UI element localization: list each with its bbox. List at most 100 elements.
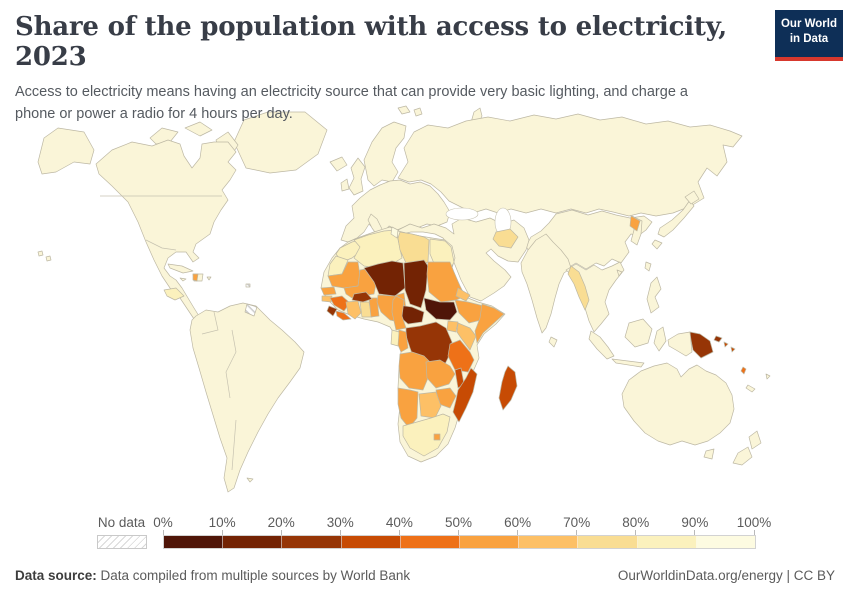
country-south-africa[interactable] <box>402 413 451 457</box>
island-svalbard[interactable] <box>397 105 411 115</box>
country-new-zealand-north[interactable] <box>748 430 762 450</box>
license-link[interactable]: OurWorldinData.org/energy | CC BY <box>617 568 835 583</box>
region-scandinavia[interactable] <box>363 121 407 187</box>
legend-bin-10[interactable] <box>696 536 756 548</box>
country-solomon-islands[interactable] <box>730 346 736 353</box>
landmass-south-america[interactable] <box>189 302 305 493</box>
country-tunisia[interactable] <box>390 226 399 239</box>
country-honduras[interactable] <box>163 287 185 301</box>
chart-footer: Data source: Data compiled from multiple… <box>15 568 835 583</box>
border-sa-3 <box>231 419 237 471</box>
country-mali[interactable] <box>343 267 377 299</box>
country-zambia[interactable] <box>425 359 456 389</box>
country-haiti[interactable] <box>192 273 199 282</box>
legend-bin-7[interactable] <box>519 536 579 548</box>
country-north-korea[interactable] <box>629 215 641 232</box>
country-united-kingdom[interactable] <box>348 157 366 196</box>
landmass-north-america[interactable] <box>95 139 237 323</box>
legend-bin-5[interactable] <box>400 536 461 548</box>
island-new-britain[interactable] <box>713 335 723 343</box>
island-tasmania[interactable] <box>703 448 715 460</box>
country-sierra-leone[interactable] <box>326 305 338 317</box>
country-papua-new-guinea[interactable] <box>689 331 714 359</box>
country-solomon-islands[interactable] <box>723 341 729 348</box>
country-south-sudan[interactable] <box>423 297 458 321</box>
country-botswana[interactable] <box>418 391 442 419</box>
legend-tick-label: 100% <box>736 515 772 530</box>
island-sulawesi[interactable] <box>653 326 667 352</box>
data-source-label: Data source: <box>15 568 97 583</box>
legend-bin-9[interactable] <box>637 536 697 548</box>
island-svalbard[interactable] <box>413 107 423 117</box>
country-iceland[interactable] <box>329 156 348 172</box>
legend-bin-3[interactable] <box>282 536 342 548</box>
arctic-island[interactable] <box>184 121 213 137</box>
legend-tick-mark <box>576 530 578 535</box>
legend-tick-label: 80% <box>622 515 650 530</box>
country-ireland[interactable] <box>340 178 350 192</box>
landmass-russia[interactable] <box>397 113 743 217</box>
country-liberia[interactable] <box>335 310 352 321</box>
country-philippines[interactable] <box>646 276 662 314</box>
region-french-guiana[interactable] <box>244 303 258 317</box>
country-burkina-faso[interactable] <box>351 291 373 303</box>
legend-bin-1[interactable] <box>164 536 224 548</box>
country-india[interactable] <box>520 233 572 334</box>
country-somalia[interactable] <box>474 303 505 344</box>
island-falkland[interactable] <box>246 477 254 483</box>
country-cape-verde[interactable] <box>245 283 251 288</box>
arctic-island[interactable] <box>149 127 179 145</box>
island-java[interactable] <box>611 358 645 368</box>
country-japan-hokkaido[interactable] <box>684 190 700 205</box>
region-alaska[interactable] <box>37 127 95 175</box>
country-algeria[interactable] <box>353 229 403 269</box>
country-myanmar[interactable] <box>567 265 590 311</box>
country-cote-divoire[interactable] <box>345 300 362 320</box>
island-sumatra[interactable] <box>588 330 615 360</box>
country-new-zealand-south[interactable] <box>732 446 753 466</box>
legend-tick-mark <box>517 530 519 535</box>
country-vanuatu[interactable] <box>740 366 747 375</box>
country-japan-honshu[interactable] <box>657 199 695 238</box>
country-kenya[interactable] <box>456 322 477 351</box>
country-puerto-rico[interactable] <box>206 276 212 281</box>
country-lesotho[interactable] <box>433 433 441 441</box>
country-sri-lanka[interactable] <box>548 336 558 348</box>
country-cuba[interactable] <box>167 263 194 274</box>
black-sea <box>445 207 479 221</box>
country-gabon[interactable] <box>390 329 400 347</box>
legend-bin-6[interactable] <box>460 536 520 548</box>
country-cameroon[interactable] <box>391 295 407 331</box>
country-mozambique[interactable] <box>452 367 478 423</box>
country-japan-kyushu[interactable] <box>651 239 663 250</box>
legend-bin-4[interactable] <box>341 536 401 548</box>
country-eritrea[interactable] <box>455 287 471 302</box>
legend-tick-label: 10% <box>208 515 236 530</box>
island-borneo[interactable] <box>624 318 653 348</box>
no-data-swatch[interactable] <box>97 535 147 549</box>
legend-tick-label: 20% <box>267 515 295 530</box>
country-uganda[interactable] <box>446 320 459 333</box>
country-senegal[interactable] <box>320 286 337 296</box>
country-jamaica[interactable] <box>179 277 187 282</box>
legend-bin-8[interactable] <box>578 536 638 548</box>
legend-tick-label: 30% <box>326 515 354 530</box>
country-fiji[interactable] <box>765 373 771 380</box>
island-hawaii[interactable] <box>37 250 44 257</box>
island-hawaii[interactable] <box>45 255 52 262</box>
region-west-new-guinea[interactable] <box>667 331 693 357</box>
country-taiwan[interactable] <box>644 261 652 272</box>
country-madagascar[interactable] <box>498 365 518 411</box>
country-australia[interactable] <box>621 362 735 446</box>
legend-bin-2[interactable] <box>223 536 283 548</box>
country-chad[interactable] <box>403 259 429 309</box>
country-tanzania[interactable] <box>447 339 475 373</box>
country-afghanistan[interactable] <box>492 228 519 249</box>
country-guinea-bissau[interactable] <box>321 295 333 303</box>
country-togo-benin[interactable] <box>368 297 380 318</box>
country-greenland[interactable] <box>233 111 328 174</box>
island-hainan[interactable] <box>616 269 623 277</box>
country-angola[interactable] <box>398 351 431 391</box>
owid-logo[interactable]: Our World in Data <box>775 10 843 61</box>
island-new-caledonia[interactable] <box>745 384 756 393</box>
